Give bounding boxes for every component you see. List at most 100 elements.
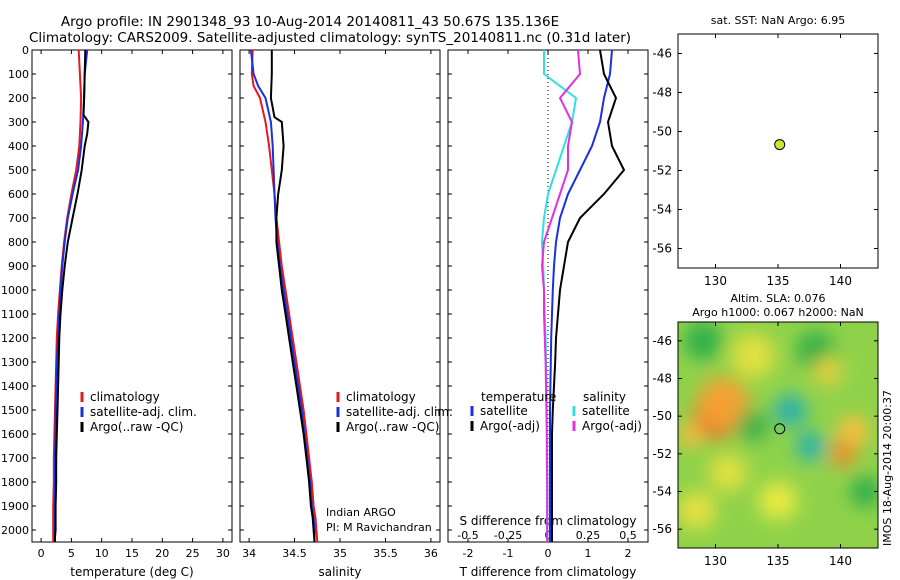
x-axis-label: temperature (deg C) [70,565,193,579]
argo-location-marker [774,139,786,151]
sla-blob [678,491,716,530]
x-tick-label: 10 [95,547,109,560]
x-tick-label: 36 [424,547,438,560]
y-tick-label: 1500 [1,404,29,417]
y-tick-label: 600 [8,188,29,201]
x-tick-label: -1 [503,547,514,560]
series-line-diff-1 [551,49,626,542]
y-tick-label: -52 [652,447,672,461]
legend-label: Argo(..raw -QC) [346,420,439,434]
sla-blob [796,431,825,461]
x-tick-label: 130 [704,274,727,288]
x-tick-label: 140 [829,554,852,568]
y-tick-label: 700 [8,212,29,225]
series-line-diff-0 [549,49,613,542]
y-tick-label: -48 [652,372,672,386]
legend-label: Argo(..raw -QC) [90,420,183,434]
y-tick-label: 300 [8,116,29,129]
y-tick-label: 1000 [1,284,29,297]
series-line-satellite-adj-clim- [54,49,89,542]
y-tick-label: -46 [652,334,672,348]
y-tick-label: 500 [8,164,29,177]
sla-blobs [678,322,878,530]
sla-blob [730,333,776,379]
x-tick-label: 0 [545,547,552,560]
x-axis-label: salinity [318,565,361,579]
s-diff-tick-label: -0.5 [457,529,478,542]
legend-label: climatology [346,390,416,404]
y-tick-label: 1900 [1,500,29,513]
x-tick-label: 30 [216,547,230,560]
y-tick-label: -46 [652,47,672,61]
sla-blob [683,322,723,361]
sst-map-title: sat. SST: NaN Argo: 6.95 [711,14,845,27]
x-tick-label: 0 [38,547,45,560]
sla-heatmap [678,322,878,548]
x-tick-label: 35 [333,547,347,560]
x-tick-label: 20 [155,547,169,560]
sla-blob [697,377,749,429]
y-tick-label: 800 [8,236,29,249]
y-tick-label: 400 [8,140,29,153]
legend-title-salinity: salinity [583,390,626,404]
y-tick-label: 1600 [1,428,29,441]
y-tick-label: -54 [652,203,672,217]
x-tick-label: -2 [463,547,474,560]
x-tick-label: 15 [125,547,139,560]
sla-blob [774,394,807,427]
s-diff-tick-label: 0.25 [576,529,601,542]
x-tick-label: 140 [829,274,852,288]
y-tick-label: -52 [652,164,672,178]
figure-title-line2: Climatology: CARS2009. Satellite-adjuste… [28,30,632,46]
legend-label: satellite-adj. clim. [90,405,197,419]
y-tick-label: 1800 [1,476,29,489]
x-tick-label: 135 [767,274,790,288]
sla-blob [830,441,856,467]
annotation-line1: Indian ARGO [326,506,396,519]
sla-map-title-line2: Argo h1000: 0.067 h2000: NaN [692,306,864,319]
x-tick-label: 25 [186,547,200,560]
x-tick-label: 34 [242,547,256,560]
x-tick-label: 34.5 [282,547,307,560]
y-tick-label: 2000 [1,524,29,537]
legend-label: Argo(-adj) [582,419,642,433]
sla-blob [837,415,869,448]
y-tick-label: 100 [8,68,29,81]
y-tick-label: 1400 [1,380,29,393]
annotation-line2: PI: M Ravichandran [326,521,432,534]
series-line-argo-raw-qc- [54,49,90,542]
s-diff-tick-label: -0.25 [494,529,522,542]
x-tick-label: 1 [585,547,592,560]
x-tick-label: 130 [704,554,727,568]
sla-map-title-line1: Altim. SLA: 0.076 [730,292,825,305]
sla-blob [708,453,748,492]
panel-frame-temperature [31,49,233,543]
legend-title-temperature: temperature [481,390,556,404]
y-tick-label: 900 [8,260,29,273]
sla-blob [849,475,878,508]
y-tick-label: -56 [652,242,672,256]
x-axis-label: T difference from climatology [459,565,637,579]
series-line-argo-raw-qc- [269,50,316,543]
legend-label: Argo(-adj) [480,419,540,433]
y-tick-label: 0 [22,44,29,57]
y-tick-label: 1200 [1,332,29,345]
sla-blob [737,409,769,442]
legend-label: satellite [480,404,528,418]
y-tick-label: 1100 [1,308,29,321]
argo-location-marker [774,423,786,435]
series-line-diff-3 [540,49,582,542]
y-tick-label: -48 [652,86,672,100]
map-background [678,34,878,268]
y-tick-label: 1700 [1,452,29,465]
y-tick-label: -50 [652,125,672,139]
sla-blob [813,356,843,386]
figure-title-line1: Argo profile: IN 2901348_93 10-Aug-2014 … [60,14,560,30]
legend-label: satellite [582,404,630,418]
s-diff-tick-label: 0.5 [619,529,637,542]
imos-side-label: IMOS 18-Aug-2014 20:00:37 [881,390,894,546]
x-tick-label: 35.5 [373,547,398,560]
x-tick-label: 135 [767,554,790,568]
legend-label: satellite-adj. clim. [346,405,453,419]
